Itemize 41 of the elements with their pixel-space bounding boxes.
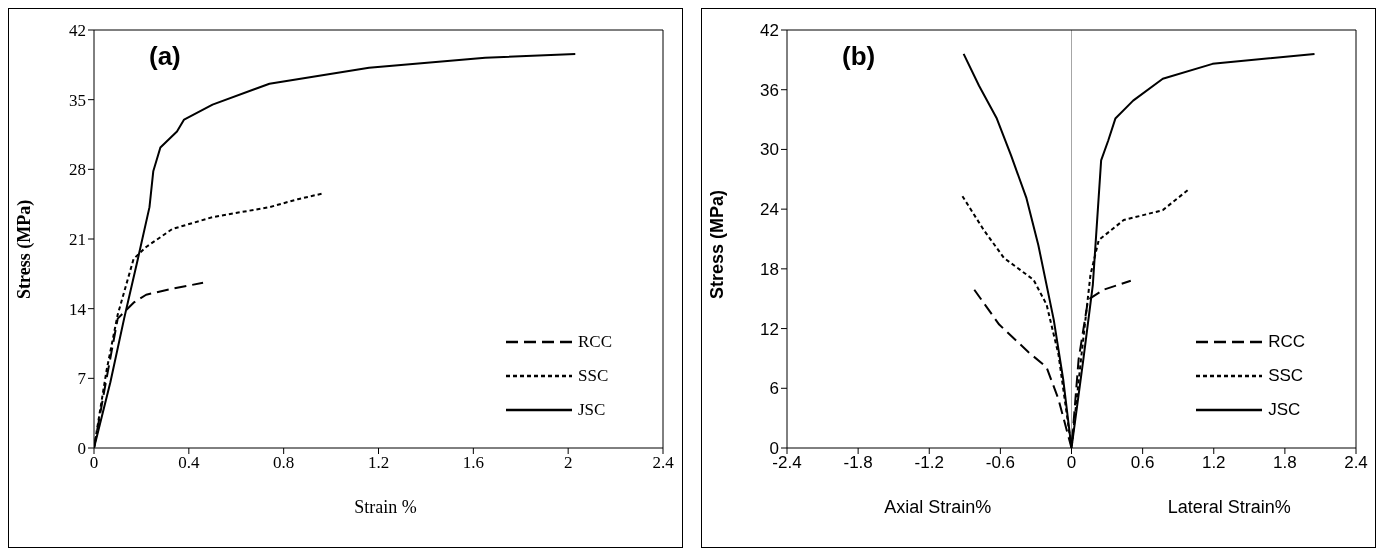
y-tick-label: 21 <box>69 230 86 250</box>
y-tick-label: 7 <box>77 369 87 389</box>
text: Lateral Strain% <box>1166 497 1292 518</box>
x-tick-label: 0 <box>1066 453 1077 473</box>
legend-label: SSC <box>1268 365 1304 387</box>
legend-label: JSC <box>1268 399 1301 421</box>
y-tick-label: 18 <box>760 259 779 279</box>
y-tick-label: 24 <box>760 200 779 220</box>
y-tick-label: 12 <box>760 319 779 339</box>
y-axis-title: Stress (MPa) <box>707 189 728 299</box>
text: Axial Strain% <box>883 497 993 518</box>
legend-label: SSC <box>577 365 609 387</box>
legend-label: RCC <box>577 331 612 353</box>
y-tick-label: 30 <box>760 140 779 160</box>
legend-label: RCC <box>1268 331 1305 353</box>
x-tick-label: 2.4 <box>652 453 675 473</box>
x-tick-label: 2 <box>563 453 573 473</box>
y-tick-label: 0 <box>77 439 86 459</box>
chart-title: (a) <box>149 41 181 72</box>
x-tick-label: 2.4 <box>1344 453 1368 473</box>
y-tick-label: 6 <box>769 379 779 399</box>
y-tick-label: 42 <box>760 21 779 41</box>
x-tick-label: -1.2 <box>914 453 944 473</box>
y-tick-label: 36 <box>760 80 779 100</box>
y-tick-label: 14 <box>69 299 87 319</box>
x-tick-label: 0.6 <box>1130 453 1155 473</box>
x-tick-label: 1.2 <box>1201 453 1226 473</box>
x-tick-label: 0.4 <box>178 453 200 473</box>
x-tick-label: 1.6 <box>462 453 484 473</box>
x-tick-label: -1.8 <box>843 453 873 473</box>
y-tick-label: 42 <box>69 21 86 41</box>
y-tick-label: 28 <box>69 160 86 180</box>
x-tick-label: -0.6 <box>985 453 1016 473</box>
x-tick-label: 0.8 <box>273 453 295 473</box>
text: (b) <box>842 41 876 72</box>
x-tick-label: 1.8 <box>1273 453 1297 473</box>
y-tick-label: 35 <box>69 90 86 110</box>
legend-label: JSC <box>577 399 606 421</box>
x-axis-title: Strain % <box>353 497 418 518</box>
y-axis-title: Stress (MPa) <box>14 199 36 299</box>
x-tick-label: 1.2 <box>367 453 390 473</box>
